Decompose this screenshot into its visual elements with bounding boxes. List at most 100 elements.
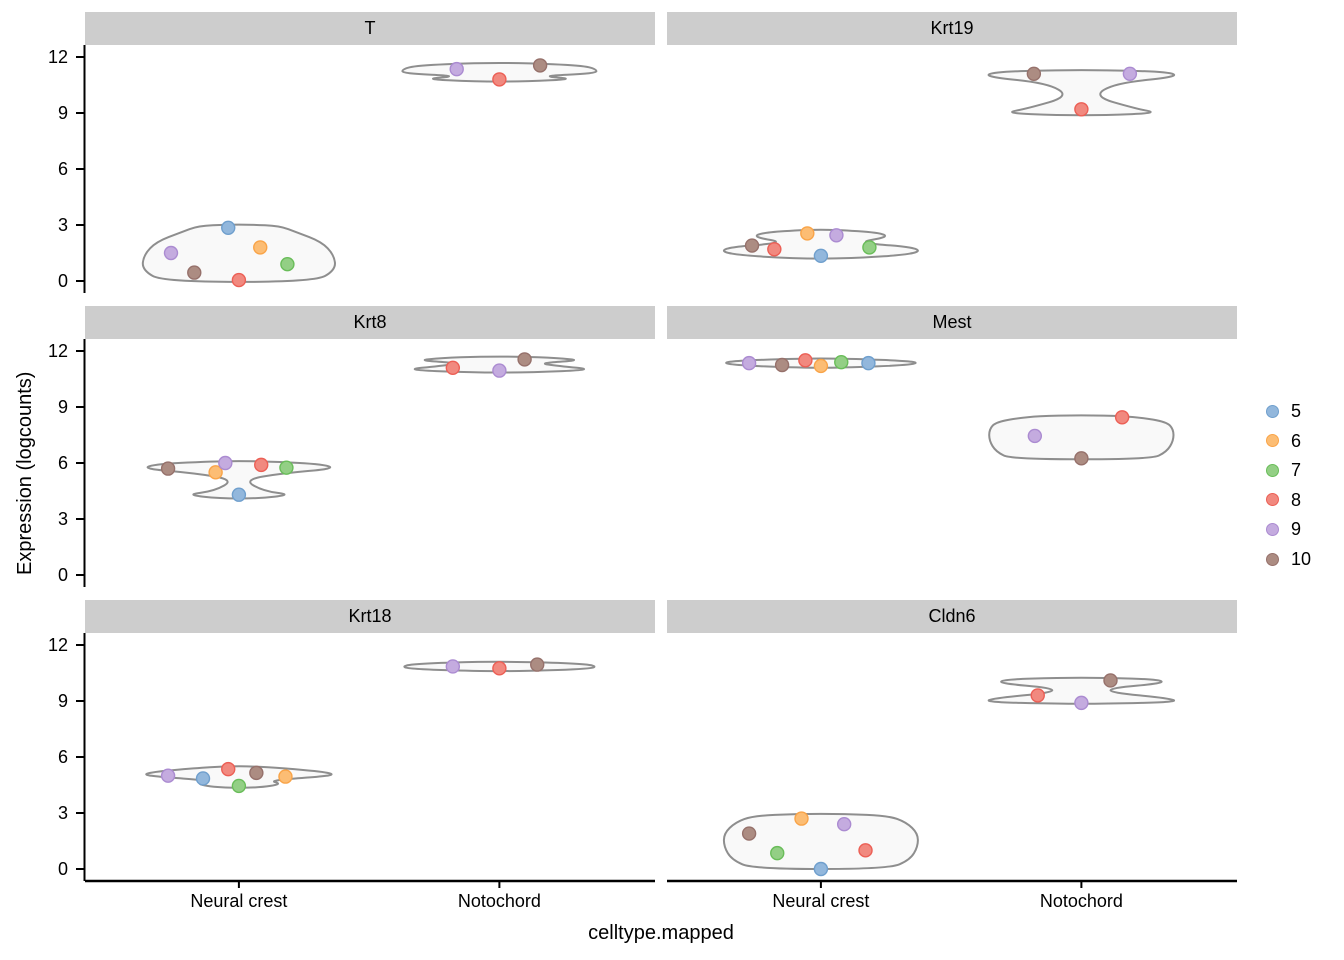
y-tick-label: 12 <box>47 47 68 67</box>
y-tick-label: 12 <box>47 341 68 361</box>
data-point-cluster-7 <box>231 778 247 794</box>
y-tick-label: 9 <box>57 691 68 711</box>
data-point-cluster-8 <box>767 242 782 257</box>
data-point-cluster-7 <box>834 355 849 370</box>
data-point-cluster-7 <box>279 460 294 475</box>
facet-title: Cldn6 <box>928 606 976 626</box>
legend-key-dot-icon <box>1266 434 1279 448</box>
facet-strip-Mest: Mest <box>667 306 1237 339</box>
data-point-cluster-6 <box>208 465 223 480</box>
data-point-cluster-10 <box>517 352 532 367</box>
data-point-cluster-10 <box>1074 451 1089 466</box>
x-tick-label-notochord: Notochord <box>457 891 541 911</box>
data-point-cluster-8 <box>254 457 269 473</box>
x-tick-label-neural-crest: Neural crest <box>772 891 870 911</box>
data-point-cluster-9 <box>218 455 233 471</box>
y-tick-label: 12 <box>47 635 68 655</box>
facet-title: T <box>364 18 376 38</box>
data-point-cluster-8 <box>798 353 813 368</box>
data-point-cluster-10 <box>532 58 548 73</box>
facet-strip-Krt19: Krt19 <box>667 12 1237 45</box>
data-point-cluster-8 <box>492 72 507 87</box>
data-point-cluster-8 <box>1074 102 1089 117</box>
data-point-cluster-9 <box>1122 66 1138 82</box>
data-point-cluster-10 <box>187 265 202 280</box>
legend-label: 5 <box>1291 401 1302 421</box>
data-point-cluster-5 <box>813 248 829 264</box>
facet-strip-Cldn6: Cldn6 <box>667 600 1237 633</box>
y-tick-label: 9 <box>57 103 68 123</box>
legend-item-cluster-7: 7 <box>1266 459 1301 481</box>
facet-title: Krt18 <box>348 606 392 626</box>
legend-key-dot-icon <box>1266 404 1279 418</box>
y-tick-label: 0 <box>57 271 68 291</box>
facet-strip-Krt8: Krt8 <box>85 306 655 339</box>
violin-Krt19-notochord <box>987 69 1176 117</box>
y-tick-label: 3 <box>57 509 68 529</box>
y-tick-label: 9 <box>57 397 68 417</box>
data-point-cluster-9 <box>160 768 176 783</box>
data-point-cluster-5 <box>221 220 236 236</box>
data-point-cluster-5 <box>231 487 247 502</box>
data-point-cluster-9 <box>836 817 852 832</box>
legend-item-cluster-9: 9 <box>1266 518 1301 540</box>
data-point-cluster-8 <box>492 661 507 676</box>
data-point-cluster-9 <box>741 355 757 371</box>
x-tick-label-notochord: Notochord <box>1039 891 1123 911</box>
y-tick-label: 6 <box>57 159 68 179</box>
y-tick-label: 6 <box>57 453 68 473</box>
legend-key-dot-icon <box>1266 522 1279 536</box>
data-point-cluster-8 <box>858 843 873 858</box>
data-point-cluster-10 <box>744 238 760 253</box>
legend-item-cluster-5: 5 <box>1266 400 1301 422</box>
data-point-cluster-5 <box>861 355 876 371</box>
data-point-cluster-8 <box>1030 688 1045 703</box>
data-point-cluster-10 <box>1026 66 1042 82</box>
data-point-cluster-8 <box>221 761 236 777</box>
facet-strip-T: T <box>85 12 655 45</box>
data-point-cluster-10 <box>1103 673 1118 688</box>
legend-key-dot-icon <box>1266 552 1279 566</box>
y-tick-label: 3 <box>57 803 68 823</box>
data-point-cluster-10 <box>160 461 176 476</box>
data-point-cluster-9 <box>1027 428 1043 444</box>
facet-title: Krt8 <box>353 312 387 332</box>
data-point-cluster-9 <box>1074 695 1089 711</box>
legend-label: 10 <box>1291 549 1312 569</box>
data-point-cluster-10 <box>741 826 757 841</box>
facet-title: Krt19 <box>930 18 974 38</box>
legend-item-cluster-10: 10 <box>1266 548 1311 570</box>
facet-strip-Krt18: Krt18 <box>85 600 655 633</box>
data-point-cluster-6 <box>253 240 268 255</box>
data-point-cluster-5 <box>813 861 829 877</box>
data-point-cluster-9 <box>445 659 461 674</box>
data-point-cluster-6 <box>794 811 809 826</box>
y-tick-label: 0 <box>57 859 68 879</box>
data-point-cluster-7 <box>280 257 295 272</box>
data-point-cluster-10 <box>774 357 790 373</box>
data-point-cluster-7 <box>862 240 877 255</box>
legend-label: 9 <box>1291 519 1302 540</box>
legend-label: 7 <box>1291 460 1302 481</box>
legend-label: 6 <box>1291 430 1302 451</box>
legend-label: 8 <box>1291 489 1302 510</box>
data-point-cluster-8 <box>231 272 247 288</box>
data-point-cluster-6 <box>813 358 829 374</box>
data-point-cluster-6 <box>800 226 815 241</box>
legend-key-dot-icon <box>1266 493 1279 507</box>
legend-item-cluster-8: 8 <box>1266 489 1301 511</box>
data-point-cluster-6 <box>278 769 293 784</box>
data-point-cluster-9 <box>163 245 179 261</box>
data-point-cluster-8 <box>445 360 461 375</box>
data-point-cluster-9 <box>829 228 844 243</box>
data-point-cluster-10 <box>249 765 264 781</box>
data-point-cluster-10 <box>530 657 545 672</box>
x-axis-title: celltype.mapped <box>588 922 734 944</box>
y-tick-label: 6 <box>57 747 68 767</box>
legend-item-cluster-6: 6 <box>1266 430 1301 452</box>
x-tick-label-neural-crest: Neural crest <box>190 891 288 911</box>
violin-Cldn6-neural-crest <box>722 812 919 870</box>
data-point-cluster-7 <box>770 845 785 861</box>
y-tick-label: 0 <box>57 565 68 585</box>
